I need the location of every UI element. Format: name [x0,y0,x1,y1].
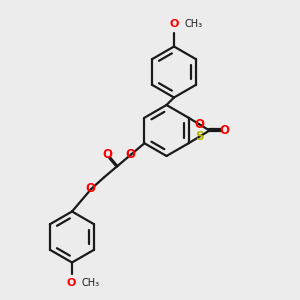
Text: O: O [86,182,96,195]
Text: CH₃: CH₃ [184,20,202,29]
Text: O: O [103,148,112,161]
Text: CH₃: CH₃ [82,278,100,287]
Text: O: O [125,148,135,161]
Text: O: O [169,20,179,29]
Text: O: O [220,124,230,137]
Text: O: O [194,118,204,130]
Text: O: O [67,278,76,287]
Text: S: S [195,130,203,143]
